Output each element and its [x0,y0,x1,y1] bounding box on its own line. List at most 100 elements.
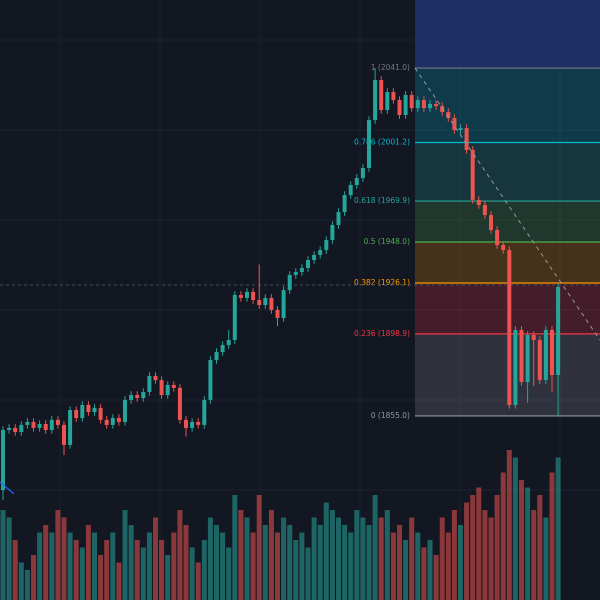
volume-bar [140,547,146,600]
volume-bar [342,525,348,600]
candle-body [98,407,103,420]
candle-body [324,239,329,251]
candle-body [110,418,115,425]
candle-body [470,150,475,200]
candle-body [184,419,188,428]
candle-body [226,340,231,346]
volume-bar [555,457,561,600]
volume-bar [275,532,280,600]
candle-body [507,250,512,405]
candle-body [287,274,292,291]
volume-bar [262,525,268,600]
trend-line [414,67,600,341]
candle-body [214,351,219,361]
volume-bar [348,532,354,600]
volume-bar [104,540,110,600]
volume-bar [409,517,415,600]
candle-body [80,404,85,419]
volume-bar [281,517,287,600]
candle-body [37,424,42,428]
volume-bar [37,532,43,600]
fib-level-label: 1 (2041.0) [371,63,410,72]
volume-bar [512,457,518,600]
volume-bar [397,525,402,600]
candle-body [257,300,262,306]
candle-body [482,204,487,216]
candle-body [190,421,195,428]
volume-bar [146,532,152,600]
candle-body [531,334,536,341]
volume-bar [183,525,189,600]
candle-body [7,427,12,430]
volume-bar [0,510,6,600]
candle-body [489,215,493,231]
candle-body [354,178,359,185]
candle-body [397,100,402,116]
volume-bar [305,547,311,600]
volume-bar [79,547,85,600]
candle-body [440,106,445,113]
fib-level-label: 0.236 (1898.9) [354,329,410,338]
candle-body [196,421,201,425]
volume-bar [500,472,506,600]
candle-body [232,294,237,341]
candle-body [62,424,66,445]
volume-bar [250,532,256,600]
volume-bar [12,540,18,600]
volume-bar [116,562,122,600]
volume-bar [519,480,524,600]
volume-bar [378,517,384,600]
volume-bar [543,517,549,600]
candle-body [543,329,548,381]
candle-body [13,427,18,433]
candle-body [318,250,323,255]
candle-body [116,418,121,422]
candle-body [165,384,170,396]
candle-body [299,268,304,272]
fib-level-label: 0.5 (1948.0) [364,237,410,246]
volume-bar [201,540,207,600]
volume-bar [403,540,409,600]
candle-body [19,424,24,433]
volume-bar [470,495,476,600]
candle-body [391,92,396,101]
volume-bar [165,555,171,600]
candle-body [135,395,140,399]
volume-bar [506,450,512,600]
volume-bar [195,562,201,600]
volume-bar [464,502,470,600]
volume-bar [268,510,274,600]
volume-bar [531,510,537,600]
drawing-line [0,481,15,495]
candle-body [379,80,384,110]
candle-body [208,360,213,400]
volume-bar [549,472,555,600]
fib-level-label: 0.618 (1969.9) [354,196,410,205]
volume-bar [92,532,97,600]
candle-body [403,95,408,116]
volume-bar [336,517,341,600]
volume-bar [43,525,49,600]
volume-bar [122,510,128,600]
candle-body [123,399,127,422]
fib-zone [415,201,600,243]
volume-bar [458,525,463,600]
fib-level-label: 0.382 (1926.1) [354,278,410,287]
volume-bar [293,540,299,600]
volume-bar [427,540,433,600]
candle-body [336,212,341,225]
candle-body [464,128,469,150]
volume-bar [525,487,531,600]
candle-body [367,120,371,168]
candle-body [281,290,286,318]
candle-body [104,419,109,425]
candle-body [74,409,79,419]
candle-body [556,286,561,375]
volume-bar [24,570,30,600]
candle-body [159,380,164,396]
volume-bar [433,555,439,600]
volume-bar [354,510,360,600]
candle-body [269,297,274,310]
